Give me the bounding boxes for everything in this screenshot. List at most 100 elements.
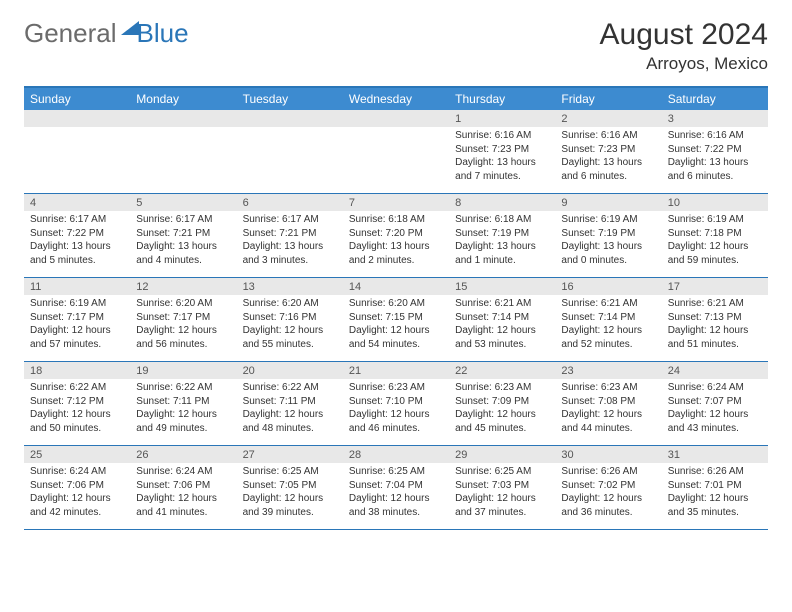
day-number bbox=[130, 110, 236, 127]
location: Arroyos, Mexico bbox=[600, 54, 768, 74]
daylight-text: Daylight: 12 hours and 49 minutes. bbox=[136, 408, 230, 435]
calendar-cell: 9Sunrise: 6:19 AMSunset: 7:19 PMDaylight… bbox=[555, 194, 661, 277]
cell-body bbox=[24, 127, 130, 193]
day-number: 8 bbox=[449, 194, 555, 211]
calendar-cell: 13Sunrise: 6:20 AMSunset: 7:16 PMDayligh… bbox=[237, 278, 343, 361]
daylight-text: Daylight: 12 hours and 53 minutes. bbox=[455, 324, 549, 351]
sunset-text: Sunset: 7:15 PM bbox=[349, 311, 443, 325]
cell-body: Sunrise: 6:25 AMSunset: 7:05 PMDaylight:… bbox=[237, 463, 343, 529]
calendar-cell: 7Sunrise: 6:18 AMSunset: 7:20 PMDaylight… bbox=[343, 194, 449, 277]
calendar-cell: 30Sunrise: 6:26 AMSunset: 7:02 PMDayligh… bbox=[555, 446, 661, 529]
sunrise-text: Sunrise: 6:22 AM bbox=[136, 381, 230, 395]
day-header: Monday bbox=[130, 88, 236, 110]
day-header-row: Sunday Monday Tuesday Wednesday Thursday… bbox=[24, 88, 768, 110]
day-number: 16 bbox=[555, 278, 661, 295]
calendar-cell: 19Sunrise: 6:22 AMSunset: 7:11 PMDayligh… bbox=[130, 362, 236, 445]
day-header: Wednesday bbox=[343, 88, 449, 110]
cell-body: Sunrise: 6:20 AMSunset: 7:15 PMDaylight:… bbox=[343, 295, 449, 361]
calendar-week: 25Sunrise: 6:24 AMSunset: 7:06 PMDayligh… bbox=[24, 446, 768, 530]
daylight-text: Daylight: 12 hours and 56 minutes. bbox=[136, 324, 230, 351]
cell-body: Sunrise: 6:17 AMSunset: 7:21 PMDaylight:… bbox=[130, 211, 236, 277]
calendar-cell: 26Sunrise: 6:24 AMSunset: 7:06 PMDayligh… bbox=[130, 446, 236, 529]
cell-body: Sunrise: 6:22 AMSunset: 7:12 PMDaylight:… bbox=[24, 379, 130, 445]
sunset-text: Sunset: 7:06 PM bbox=[136, 479, 230, 493]
day-number: 7 bbox=[343, 194, 449, 211]
cell-body: Sunrise: 6:24 AMSunset: 7:06 PMDaylight:… bbox=[130, 463, 236, 529]
calendar-cell: 18Sunrise: 6:22 AMSunset: 7:12 PMDayligh… bbox=[24, 362, 130, 445]
sunrise-text: Sunrise: 6:21 AM bbox=[561, 297, 655, 311]
sunset-text: Sunset: 7:17 PM bbox=[30, 311, 124, 325]
sunrise-text: Sunrise: 6:25 AM bbox=[455, 465, 549, 479]
day-number: 24 bbox=[662, 362, 768, 379]
daylight-text: Daylight: 12 hours and 35 minutes. bbox=[668, 492, 762, 519]
sunset-text: Sunset: 7:11 PM bbox=[136, 395, 230, 409]
cell-body: Sunrise: 6:19 AMSunset: 7:18 PMDaylight:… bbox=[662, 211, 768, 277]
calendar-cell: 24Sunrise: 6:24 AMSunset: 7:07 PMDayligh… bbox=[662, 362, 768, 445]
brand-part2: Blue bbox=[137, 18, 189, 49]
calendar-cell: 3Sunrise: 6:16 AMSunset: 7:22 PMDaylight… bbox=[662, 110, 768, 193]
sunrise-text: Sunrise: 6:23 AM bbox=[561, 381, 655, 395]
day-number: 19 bbox=[130, 362, 236, 379]
weeks-container: 1Sunrise: 6:16 AMSunset: 7:23 PMDaylight… bbox=[24, 110, 768, 530]
cell-body: Sunrise: 6:16 AMSunset: 7:23 PMDaylight:… bbox=[449, 127, 555, 193]
calendar-cell: 22Sunrise: 6:23 AMSunset: 7:09 PMDayligh… bbox=[449, 362, 555, 445]
sunset-text: Sunset: 7:23 PM bbox=[561, 143, 655, 157]
cell-body: Sunrise: 6:25 AMSunset: 7:03 PMDaylight:… bbox=[449, 463, 555, 529]
daylight-text: Daylight: 12 hours and 54 minutes. bbox=[349, 324, 443, 351]
calendar: Sunday Monday Tuesday Wednesday Thursday… bbox=[24, 86, 768, 530]
daylight-text: Daylight: 12 hours and 38 minutes. bbox=[349, 492, 443, 519]
day-number: 1 bbox=[449, 110, 555, 127]
sunrise-text: Sunrise: 6:25 AM bbox=[243, 465, 337, 479]
sunrise-text: Sunrise: 6:16 AM bbox=[455, 129, 549, 143]
calendar-page: General Blue August 2024 Arroyos, Mexico… bbox=[0, 0, 792, 548]
daylight-text: Daylight: 12 hours and 55 minutes. bbox=[243, 324, 337, 351]
cell-body: Sunrise: 6:16 AMSunset: 7:23 PMDaylight:… bbox=[555, 127, 661, 193]
sunrise-text: Sunrise: 6:21 AM bbox=[668, 297, 762, 311]
calendar-cell: 28Sunrise: 6:25 AMSunset: 7:04 PMDayligh… bbox=[343, 446, 449, 529]
cell-body: Sunrise: 6:18 AMSunset: 7:20 PMDaylight:… bbox=[343, 211, 449, 277]
day-number: 13 bbox=[237, 278, 343, 295]
cell-body bbox=[343, 127, 449, 193]
calendar-cell: 4Sunrise: 6:17 AMSunset: 7:22 PMDaylight… bbox=[24, 194, 130, 277]
sunrise-text: Sunrise: 6:19 AM bbox=[561, 213, 655, 227]
calendar-cell: 12Sunrise: 6:20 AMSunset: 7:17 PMDayligh… bbox=[130, 278, 236, 361]
day-number: 17 bbox=[662, 278, 768, 295]
sunset-text: Sunset: 7:10 PM bbox=[349, 395, 443, 409]
calendar-cell: 25Sunrise: 6:24 AMSunset: 7:06 PMDayligh… bbox=[24, 446, 130, 529]
calendar-cell: 5Sunrise: 6:17 AMSunset: 7:21 PMDaylight… bbox=[130, 194, 236, 277]
day-header: Thursday bbox=[449, 88, 555, 110]
day-number: 20 bbox=[237, 362, 343, 379]
calendar-cell: 31Sunrise: 6:26 AMSunset: 7:01 PMDayligh… bbox=[662, 446, 768, 529]
daylight-text: Daylight: 12 hours and 51 minutes. bbox=[668, 324, 762, 351]
day-number: 14 bbox=[343, 278, 449, 295]
daylight-text: Daylight: 12 hours and 43 minutes. bbox=[668, 408, 762, 435]
day-number: 15 bbox=[449, 278, 555, 295]
sunset-text: Sunset: 7:17 PM bbox=[136, 311, 230, 325]
cell-body: Sunrise: 6:22 AMSunset: 7:11 PMDaylight:… bbox=[130, 379, 236, 445]
calendar-cell bbox=[343, 110, 449, 193]
daylight-text: Daylight: 12 hours and 39 minutes. bbox=[243, 492, 337, 519]
day-number: 30 bbox=[555, 446, 661, 463]
sunrise-text: Sunrise: 6:23 AM bbox=[349, 381, 443, 395]
sunset-text: Sunset: 7:21 PM bbox=[243, 227, 337, 241]
calendar-cell: 20Sunrise: 6:22 AMSunset: 7:11 PMDayligh… bbox=[237, 362, 343, 445]
daylight-text: Daylight: 12 hours and 50 minutes. bbox=[30, 408, 124, 435]
calendar-cell: 1Sunrise: 6:16 AMSunset: 7:23 PMDaylight… bbox=[449, 110, 555, 193]
day-number: 29 bbox=[449, 446, 555, 463]
calendar-cell bbox=[24, 110, 130, 193]
sunset-text: Sunset: 7:07 PM bbox=[668, 395, 762, 409]
sunset-text: Sunset: 7:02 PM bbox=[561, 479, 655, 493]
calendar-cell: 16Sunrise: 6:21 AMSunset: 7:14 PMDayligh… bbox=[555, 278, 661, 361]
cell-body: Sunrise: 6:22 AMSunset: 7:11 PMDaylight:… bbox=[237, 379, 343, 445]
sunrise-text: Sunrise: 6:16 AM bbox=[561, 129, 655, 143]
sunset-text: Sunset: 7:01 PM bbox=[668, 479, 762, 493]
sunset-text: Sunset: 7:14 PM bbox=[561, 311, 655, 325]
cell-body bbox=[130, 127, 236, 193]
cell-body: Sunrise: 6:26 AMSunset: 7:01 PMDaylight:… bbox=[662, 463, 768, 529]
cell-body: Sunrise: 6:21 AMSunset: 7:14 PMDaylight:… bbox=[555, 295, 661, 361]
sunset-text: Sunset: 7:05 PM bbox=[243, 479, 337, 493]
brand-part1: General bbox=[24, 18, 117, 49]
sunrise-text: Sunrise: 6:24 AM bbox=[136, 465, 230, 479]
sunrise-text: Sunrise: 6:24 AM bbox=[30, 465, 124, 479]
sunrise-text: Sunrise: 6:26 AM bbox=[561, 465, 655, 479]
